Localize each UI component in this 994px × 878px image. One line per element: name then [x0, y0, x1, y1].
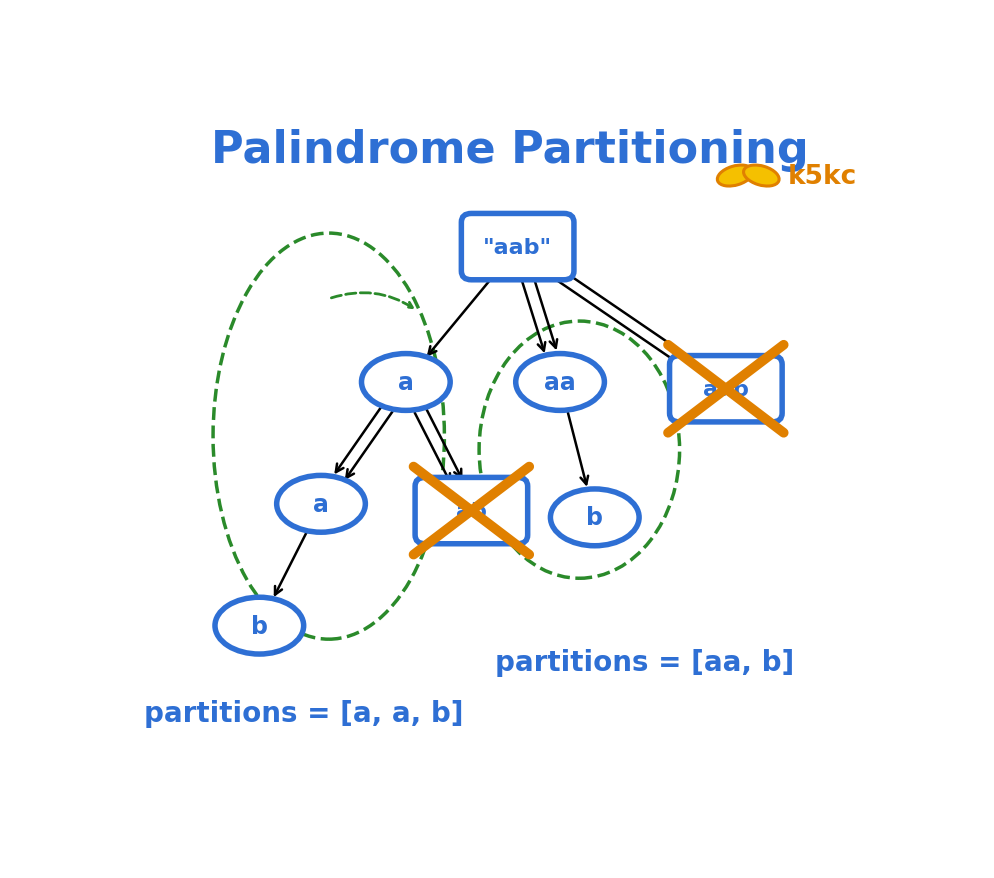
Text: b: b [585, 506, 602, 529]
Text: a: a [313, 493, 329, 516]
Text: k5kc: k5kc [787, 163, 856, 190]
Text: aa: aa [544, 371, 576, 394]
Ellipse shape [361, 354, 449, 411]
Ellipse shape [717, 166, 752, 187]
Text: aab: aab [702, 379, 748, 399]
Ellipse shape [743, 166, 778, 187]
Text: ab: ab [455, 501, 486, 521]
Text: a: a [398, 371, 414, 394]
Text: Palindrome Partitioning: Palindrome Partitioning [211, 129, 808, 172]
Text: "aab": "aab" [483, 237, 552, 257]
Text: b: b [250, 614, 267, 638]
Ellipse shape [515, 354, 603, 411]
FancyBboxPatch shape [669, 356, 781, 422]
Ellipse shape [215, 598, 303, 654]
FancyBboxPatch shape [414, 478, 527, 544]
Text: partitions = [a, a, b]: partitions = [a, a, b] [143, 700, 462, 727]
Text: partitions = [aa, b]: partitions = [aa, b] [494, 649, 793, 677]
Ellipse shape [276, 476, 365, 533]
Ellipse shape [550, 489, 638, 546]
FancyBboxPatch shape [461, 214, 574, 280]
